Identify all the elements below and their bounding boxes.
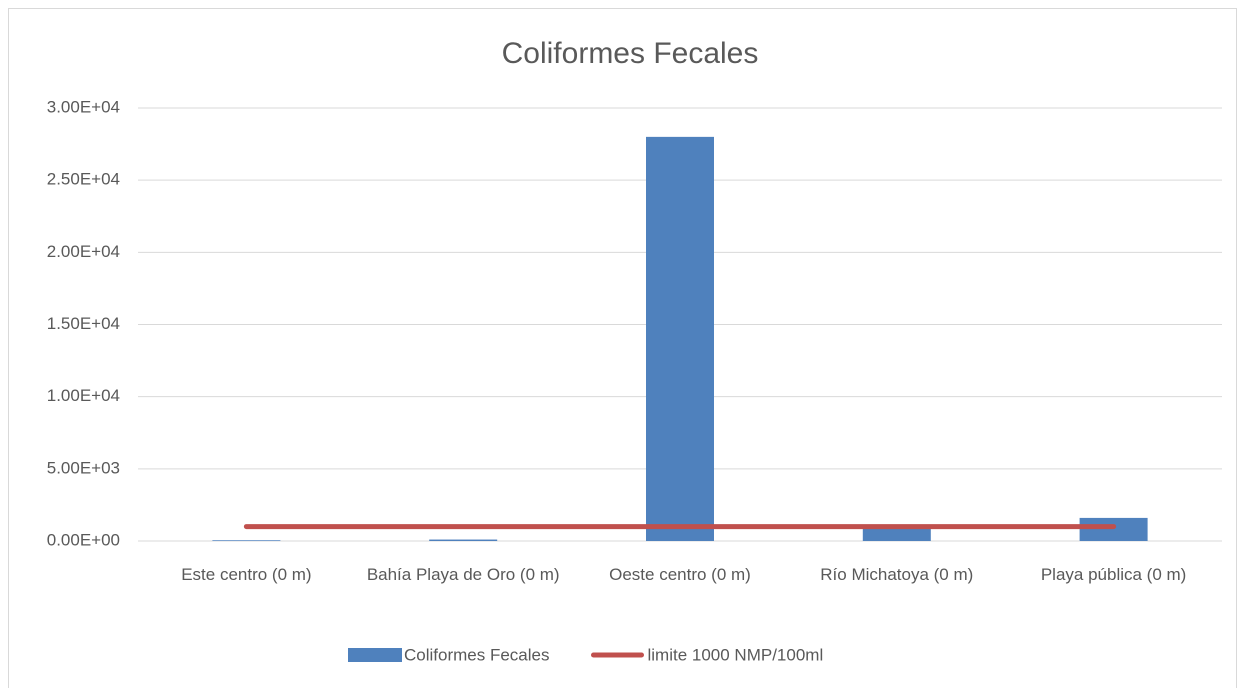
- y-tick-label: 3.00E+04: [47, 97, 120, 116]
- x-tick-label: Río Michatoya (0 m): [820, 565, 974, 584]
- legend-swatch: [348, 648, 402, 662]
- y-tick-label: 1.00E+04: [47, 386, 120, 405]
- x-tick-label: Este centro (0 m): [181, 565, 312, 584]
- y-tick-label: 2.00E+04: [47, 242, 120, 261]
- y-tick-label: 1.50E+04: [47, 314, 120, 333]
- bar: [646, 136, 714, 541]
- y-tick-label: 2.50E+04: [47, 170, 120, 189]
- y-tick-label: 5.00E+03: [47, 458, 120, 477]
- x-tick-label: Oeste centro (0 m): [609, 565, 751, 584]
- legend-label: limite 1000 NMP/100ml: [648, 645, 824, 664]
- bar: [1079, 517, 1148, 541]
- chart-frame: [8, 8, 1237, 688]
- bar: [429, 539, 498, 541]
- y-tick-label: 0.00E+00: [47, 530, 120, 549]
- legend-label: Coliformes Fecales: [404, 645, 550, 664]
- x-tick-label: Bahía Playa de Oro (0 m): [366, 565, 560, 584]
- bar: [862, 528, 931, 541]
- chart-title: Coliformes Fecales: [502, 37, 759, 70]
- x-tick-label: Playa pública (0 m): [1040, 565, 1187, 584]
- bar: [212, 540, 281, 541]
